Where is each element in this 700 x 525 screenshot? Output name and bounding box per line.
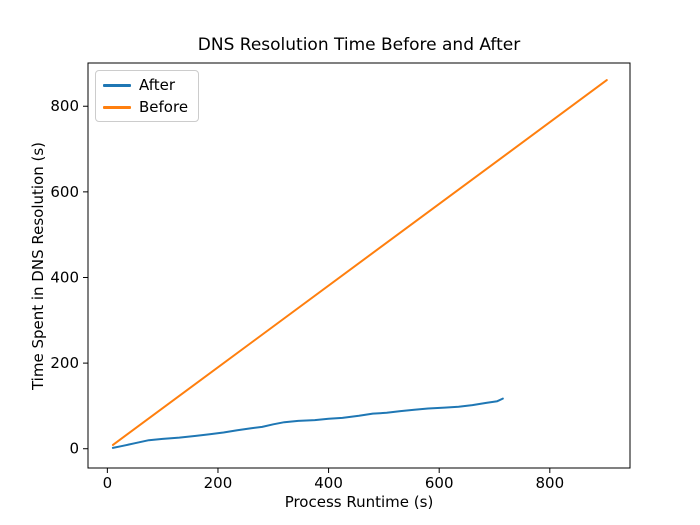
x-tick-label: 600 — [425, 474, 454, 492]
y-tick-label: 600 — [50, 183, 79, 201]
x-axis-label: Process Runtime (s) — [284, 493, 434, 511]
y-tick-label: 200 — [50, 354, 79, 372]
legend-label-before: Before — [139, 98, 189, 116]
x-tick-label: 200 — [204, 474, 233, 492]
series-line-before — [111, 79, 608, 446]
x-tick-label: 800 — [535, 474, 564, 492]
y-tick-label: 0 — [69, 440, 79, 458]
y-tick-label: 400 — [50, 268, 79, 286]
legend-entry-before: Before — [103, 99, 188, 115]
chart-title: DNS Resolution Time Before and After — [197, 35, 521, 55]
legend-entry-after: After — [103, 77, 188, 93]
legend-label-after: After — [139, 76, 176, 94]
series-line-after — [111, 397, 504, 449]
x-tick-label: 0 — [103, 474, 113, 492]
x-tick-label: 400 — [314, 474, 343, 492]
plot-border — [87, 62, 631, 469]
legend-swatch-after — [103, 83, 131, 87]
y-tick-label: 800 — [50, 97, 79, 115]
legend: After Before — [95, 70, 200, 122]
legend-swatch-before — [103, 105, 131, 109]
